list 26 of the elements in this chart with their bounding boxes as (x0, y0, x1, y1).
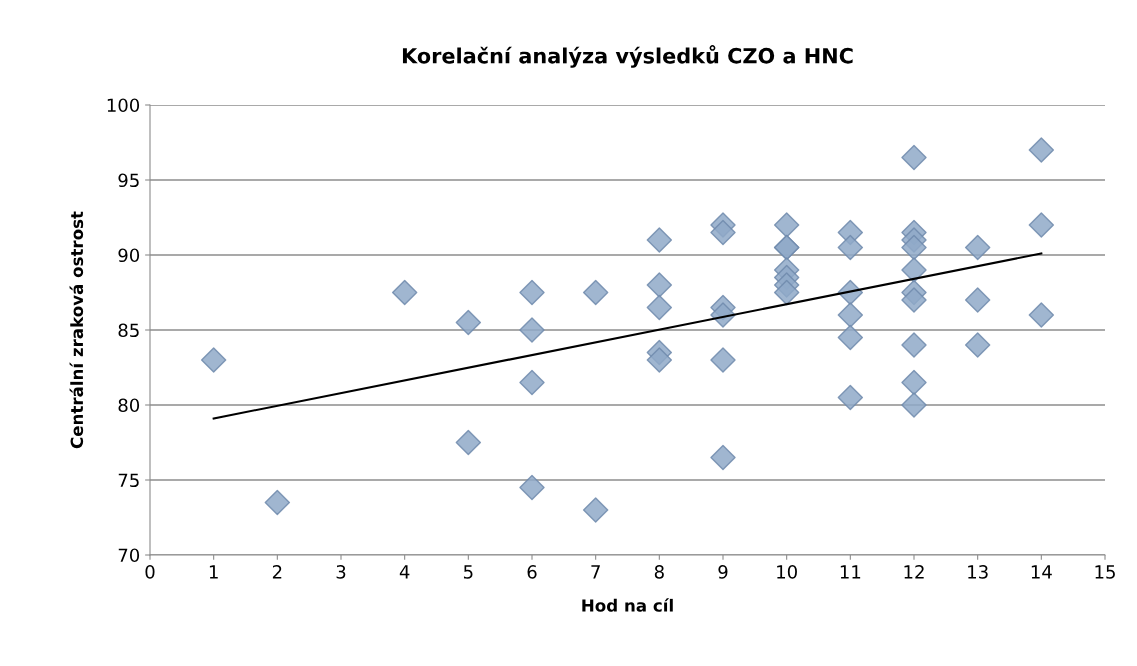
x-tick-label: 5 (463, 565, 473, 579)
chart-title: Korelační analýza výsledků CZO a HNC (402, 45, 853, 68)
x-tick-label: 10 (777, 565, 797, 579)
y-tick-label: 95 (118, 173, 139, 188)
x-tick-label: 0 (145, 565, 155, 579)
x-axis-title: Hod na cíl (582, 598, 673, 612)
y-tick-label: 90 (118, 248, 140, 263)
x-tick-label: 6 (527, 565, 537, 579)
x-tick-label: 4 (399, 565, 410, 579)
y-tick-label: 70 (118, 548, 140, 563)
y-tick-label: 100 (107, 98, 140, 113)
x-tick-label: 1 (209, 565, 218, 579)
x-tick-label: 12 (904, 565, 924, 579)
x-tick-label: 9 (718, 565, 728, 579)
x-tick-label: 8 (654, 565, 664, 579)
x-tick-label: 11 (840, 565, 861, 579)
y-tick-label: 85 (118, 323, 139, 338)
x-tick-label: 15 (1095, 565, 1115, 579)
x-tick-label: 2 (272, 565, 282, 579)
x-tick-label: 14 (1031, 565, 1052, 579)
x-tick-label: 13 (968, 565, 988, 579)
y-tick-label: 75 (118, 473, 139, 488)
y-tick-label: 80 (118, 398, 140, 413)
x-tick-label: 7 (591, 565, 600, 579)
y-axis-title: Centrální zraková ostrost (69, 211, 84, 449)
x-tick-label: 3 (336, 565, 346, 579)
